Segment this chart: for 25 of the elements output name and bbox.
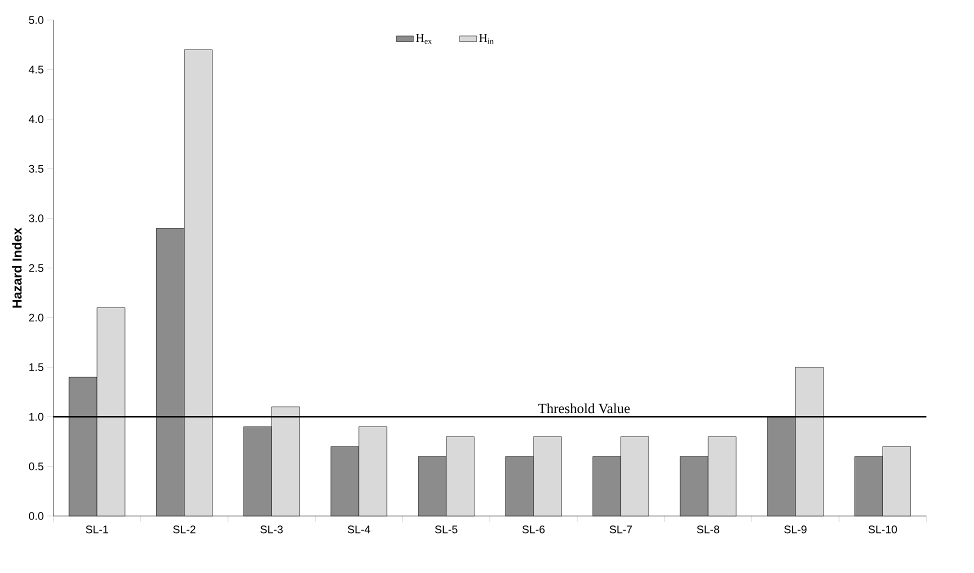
y-tick-label: 5.0 xyxy=(28,16,44,24)
y-tick-label: 4.0 xyxy=(28,115,44,124)
x-tick-label: SL-8 xyxy=(696,526,720,534)
x-tick-label: SL-10 xyxy=(868,526,897,534)
y-tick-label: 2.5 xyxy=(29,264,44,272)
y-tick-label: 3.0 xyxy=(28,214,44,222)
y-tick-label: 2.0 xyxy=(29,314,44,322)
y-tick-label: 3.5 xyxy=(28,164,44,173)
y-tick-label: 1.5 xyxy=(29,363,44,372)
x-tick-label: SL-5 xyxy=(435,526,458,534)
y-tick-label: 4.5 xyxy=(28,66,44,74)
x-tick-label: SL-1 xyxy=(86,526,108,534)
y-axis-title: Hazard Index xyxy=(12,228,22,308)
x-tick-label: SL-3 xyxy=(260,526,283,534)
x-tick-label: SL-7 xyxy=(610,526,632,534)
y-tick-label: 1.0 xyxy=(29,412,44,421)
legend-label: H$_{in}$ xyxy=(479,34,494,44)
x-tick-label: SL-4 xyxy=(348,526,370,534)
x-tick-label: SL-2 xyxy=(173,526,196,534)
y-tick-label: 0.0 xyxy=(28,512,44,520)
x-tick-label: SL-9 xyxy=(784,526,807,534)
x-tick-label: SL-6 xyxy=(522,526,545,534)
ref-line-label: Threshold Value xyxy=(538,403,630,414)
legend-label: H$_{ex}$ xyxy=(416,34,432,44)
y-tick-label: 0.5 xyxy=(28,462,44,470)
